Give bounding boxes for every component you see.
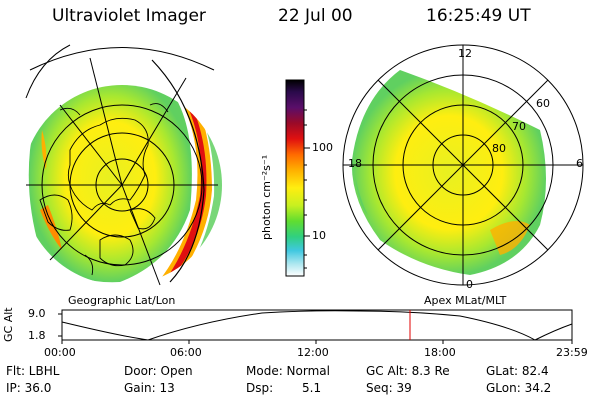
apex-polar-map <box>342 44 584 286</box>
colorbar-tick-100: 100 <box>312 141 333 154</box>
altitude-xtick-3: 18:00 <box>424 346 456 359</box>
mlt-label-left: 18 <box>348 157 362 170</box>
right-map-caption: Apex MLat/MLT <box>424 294 507 307</box>
colorbar <box>285 79 310 277</box>
lat-label-60: 60 <box>536 97 550 110</box>
geographic-map <box>22 44 222 286</box>
mlt-label-bottom: 0 <box>466 278 473 291</box>
gain-status: Gain: 13 <box>124 381 175 395</box>
lat-label-70: 70 <box>512 120 526 133</box>
altitude-xtick-2: 12:00 <box>297 346 329 359</box>
altitude-ytick-top: 9.0 <box>28 307 46 320</box>
colorbar-tick-10: 10 <box>312 229 326 242</box>
left-map-caption: Geographic Lat/Lon <box>68 294 176 307</box>
app-title: Ultraviolet Imager <box>52 6 206 26</box>
flt-status: Flt: LBHL <box>6 364 60 378</box>
altitude-xtick-1: 06:00 <box>170 346 202 359</box>
mlt-label-top: 12 <box>458 47 472 60</box>
seq-status: Seq: 39 <box>366 381 412 395</box>
glat-status: GLat: 82.4 <box>486 364 549 378</box>
mlt-label-right: 6 <box>576 157 583 170</box>
altitude-ylabel: GC Alt <box>2 307 15 342</box>
colorbar-unit-label: photon cm⁻²s⁻¹ <box>260 154 273 240</box>
date-label: 22 Jul 00 <box>278 6 353 26</box>
gc-alt-status: GC Alt: 8.3 Re <box>366 364 450 378</box>
door-status: Door: Open <box>124 364 193 378</box>
mode-status: Mode: Normal <box>246 364 330 378</box>
lat-label-80: 80 <box>492 142 506 155</box>
glon-status: GLon: 34.2 <box>486 381 552 395</box>
altitude-plot <box>58 309 573 344</box>
altitude-ytick-bottom: 1.8 <box>28 329 46 342</box>
dsp-value: 5.1 <box>302 381 322 395</box>
ip-status: IP: 36.0 <box>6 381 52 395</box>
time-label: 16:25:49 UT <box>426 6 531 26</box>
dsp-label: Dsp: <box>246 381 274 395</box>
altitude-xtick-0: 00:00 <box>44 346 76 359</box>
altitude-xtick-4: 23:59 <box>556 346 588 359</box>
